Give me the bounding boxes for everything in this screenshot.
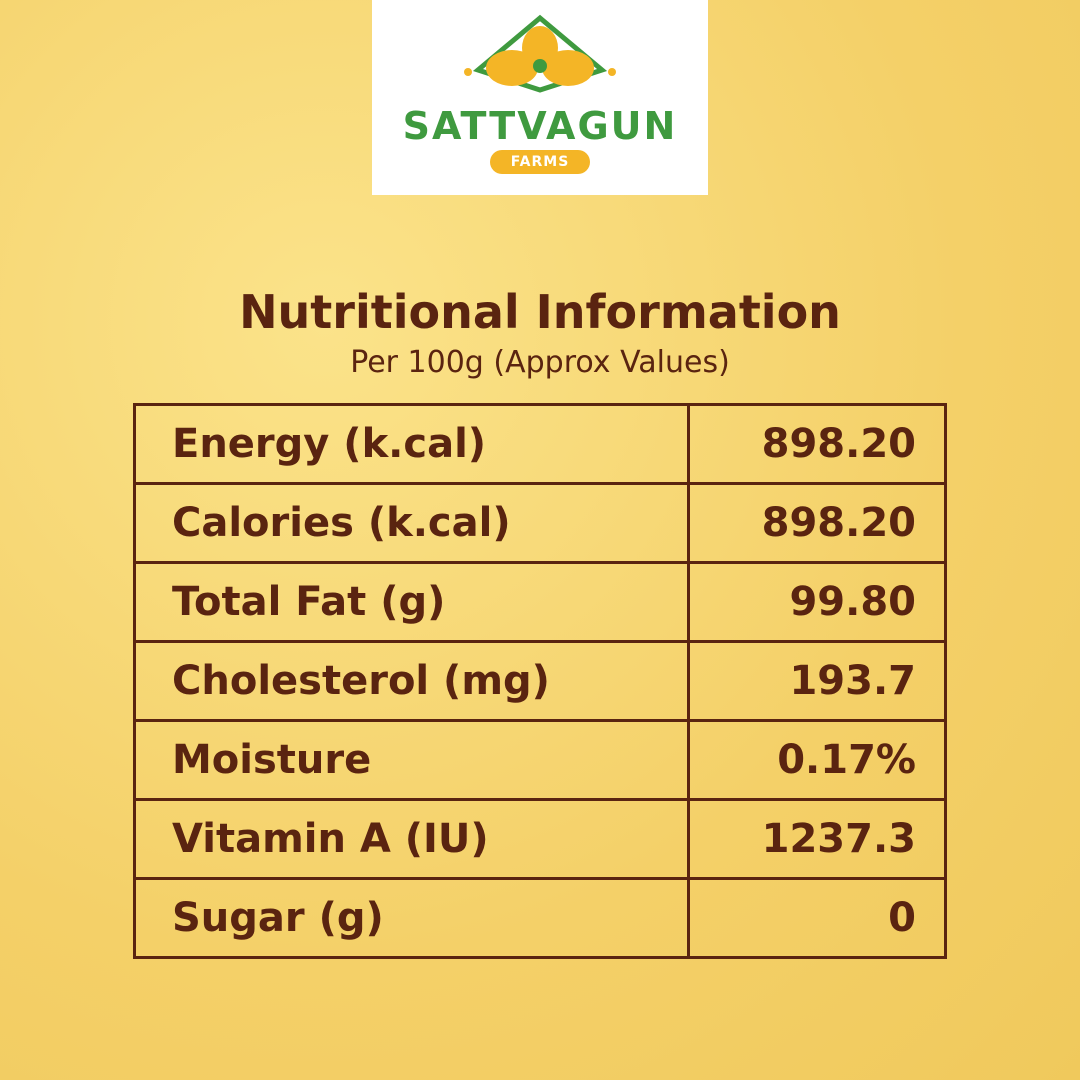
- nutrient-value: 99.80: [687, 561, 947, 643]
- table-row: Vitamin A (IU) 1237.3: [133, 798, 947, 880]
- nutrient-value: 193.7: [687, 640, 947, 722]
- brand-name: SATTVAGUN: [402, 104, 678, 148]
- nutrient-name: Energy (k.cal): [133, 403, 690, 485]
- nutrient-value: 1237.3: [687, 798, 947, 880]
- nutrient-name: Sugar (g): [133, 877, 690, 959]
- subtitle: Per 100g (Approx Values): [350, 345, 730, 380]
- table-row: Moisture 0.17%: [133, 719, 947, 801]
- brand-tag: FARMS: [490, 150, 590, 174]
- nutrition-table: Energy (k.cal) 898.20 Calories (k.cal) 898.…: [133, 403, 947, 959]
- table-row: Calories (k.cal) 898.20: [133, 482, 947, 564]
- table-row: Cholesterol (mg) 193.7: [133, 640, 947, 722]
- logo-icon: [464, 14, 616, 93]
- nutrient-name: Total Fat (g): [133, 561, 690, 643]
- nutrient-value: 0.17%: [687, 719, 947, 801]
- nutrient-name: Calories (k.cal): [133, 482, 690, 564]
- nutrient-name: Vitamin A (IU): [133, 798, 690, 880]
- logo: SATTVAGUN FARMS: [372, 0, 708, 195]
- table-row: Sugar (g) 0: [133, 877, 947, 959]
- nutrient-name: Moisture: [133, 719, 690, 801]
- nutrient-value: 0: [687, 877, 947, 959]
- table-row: Energy (k.cal) 898.20: [133, 403, 947, 485]
- title: Nutritional Information: [239, 285, 841, 339]
- table-row: Total Fat (g) 99.80: [133, 561, 947, 643]
- nutrient-value: 898.20: [687, 403, 947, 485]
- nutrient-value: 898.20: [687, 482, 947, 564]
- nutrient-name: Cholesterol (mg): [133, 640, 690, 722]
